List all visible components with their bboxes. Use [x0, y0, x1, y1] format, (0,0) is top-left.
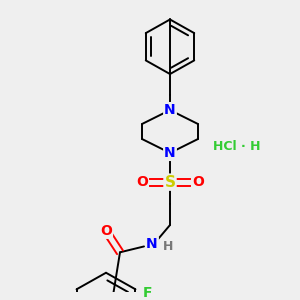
Text: O: O	[136, 175, 148, 189]
Text: F: F	[143, 286, 152, 300]
Text: O: O	[100, 224, 112, 238]
Text: H: H	[163, 240, 173, 253]
Text: O: O	[192, 175, 204, 189]
Text: S: S	[164, 175, 175, 190]
Text: N: N	[164, 103, 176, 117]
Text: N: N	[146, 238, 158, 251]
Text: N: N	[164, 146, 176, 160]
Text: HCl · H: HCl · H	[213, 140, 261, 153]
